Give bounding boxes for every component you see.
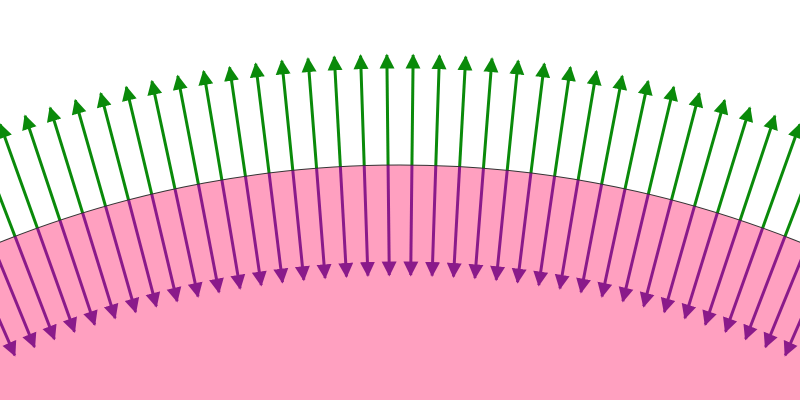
inward-normal-arrow [315,168,332,280]
inward-normal-arrow [13,235,57,341]
inward-normal-arrow [127,199,161,308]
inward-normal-arrow [554,179,580,290]
inward-normal-arrow [291,170,310,282]
outward-normal-arrow [715,106,754,214]
outward-normal-arrow [0,193,17,237]
outward-normal-arrow [623,79,653,190]
inward-normal-arrow [783,317,800,357]
outward-normal-arrow [405,53,421,166]
inward-normal-arrow [639,199,673,308]
inward-normal-arrow [446,166,462,278]
inward-normal-arrow [35,227,77,333]
outward-normal-arrow [147,79,177,190]
outward-normal-arrow [783,193,800,237]
inward-normal-arrow [533,175,557,287]
inward-normal-arrow [58,219,98,326]
outward-normal-arrow [505,59,525,171]
inward-normal-arrow [104,205,140,314]
outward-normal-arrow [22,114,62,221]
inward-normal-arrow [196,183,224,294]
inward-normal-arrow [220,179,246,290]
inward-normal-arrow [743,235,787,341]
outward-normal-arrow [122,85,154,195]
outward-normal-arrow [96,91,130,201]
outward-normal-arrow [353,54,369,166]
inward-normal-arrow [576,183,604,294]
inward-normal-arrow [267,172,289,284]
inward-normal-arrow [403,165,419,277]
outward-normal-arrow [379,53,395,166]
inward-normal-arrow [490,170,509,282]
inward-normal-arrow [618,193,650,303]
inward-normal-arrow [0,258,37,349]
pink-disk-region [0,165,800,400]
inward-normal-arrow [702,219,742,326]
outward-normal-arrow [249,62,271,174]
outward-normal-arrow [693,98,729,207]
outward-normal-arrow [738,114,778,221]
inward-normal-arrow [763,258,800,349]
outward-normal-arrow [600,74,628,185]
outward-arrows-group [0,53,800,237]
inward-normal-arrow [381,165,397,277]
inward-normal-arrow [660,205,696,314]
outward-normal-arrow [431,54,447,166]
outward-normal-arrow [301,57,319,169]
outward-normal-arrow [198,69,224,181]
outward-normal-arrow [576,69,602,181]
inward-normal-arrow [723,227,765,333]
inward-normal-arrow [359,165,375,278]
outward-normal-arrow [529,62,551,174]
outward-normal-arrow [172,74,200,185]
outward-normal-arrow [670,91,704,201]
inward-normal-arrow [81,212,119,320]
outward-normal-arrow [457,55,473,167]
outward-normal-arrow [553,65,576,177]
circular-arc-boundary [0,164,800,243]
inward-normal-arrow [173,188,203,298]
outward-normal-arrow [71,98,107,207]
outward-normal-arrow [46,106,85,214]
inward-normal-arrow [468,168,485,280]
inward-normal-arrow [243,175,267,287]
inward-normal-arrow [511,172,533,284]
inward-normal-arrow [338,166,354,278]
outward-normal-arrow [761,123,800,229]
inward-normal-arrow [0,317,17,357]
inward-normal-arrow [597,188,627,298]
inward-normal-arrow [425,165,441,278]
outward-normal-arrow [0,123,39,229]
inward-normal-arrow [150,193,182,303]
inward-arrows-group [0,165,800,357]
outward-normal-arrow [646,85,678,195]
outward-normal-arrow [224,65,247,177]
inward-normal-arrow [681,212,719,320]
outward-normal-arrow [481,57,499,169]
outward-normal-arrow [275,59,295,171]
outward-normal-arrow [327,55,343,167]
